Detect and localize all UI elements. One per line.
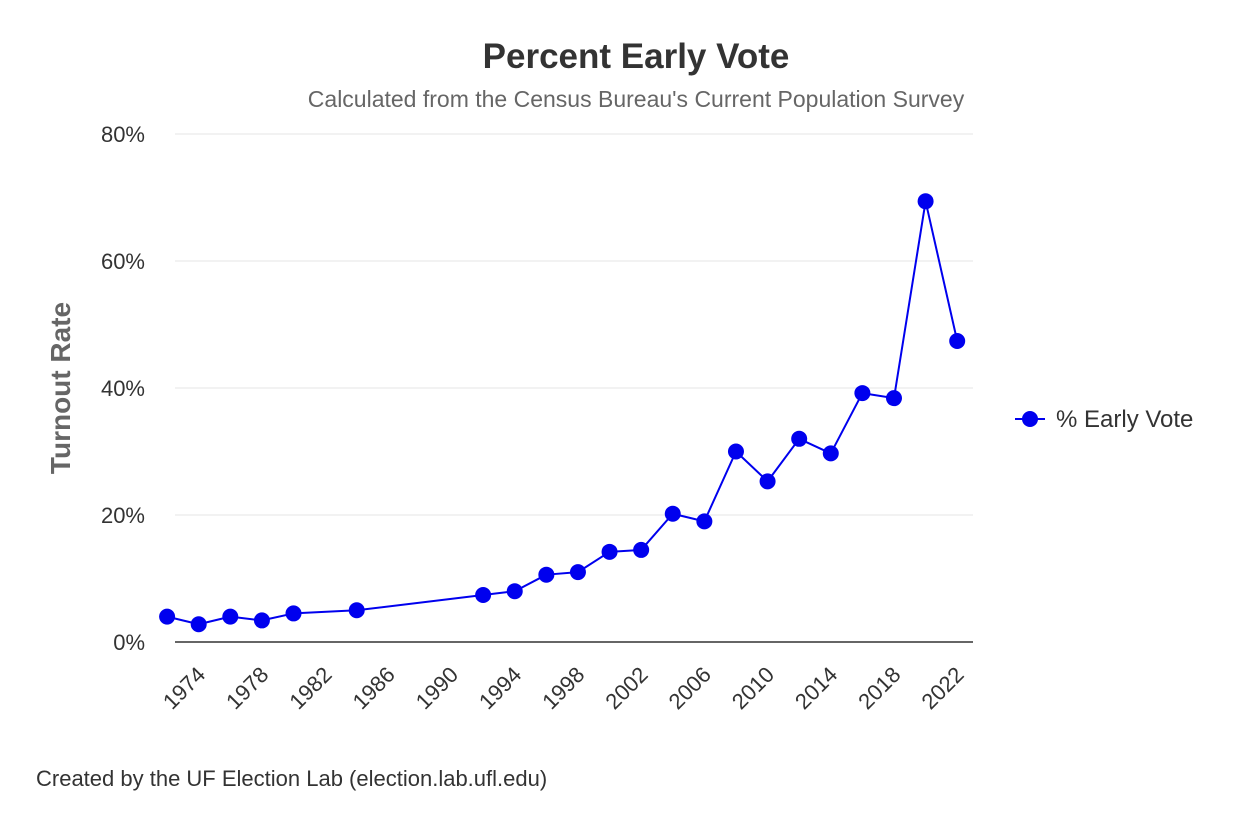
chart-credits[interactable]: Created by the UF Election Lab (election… [36, 766, 547, 791]
legend-label: % Early Vote [1056, 406, 1193, 433]
data-point[interactable] [285, 605, 302, 622]
x-tick-label: 2014 [790, 662, 842, 714]
y-tick-label: 20% [101, 503, 145, 528]
data-point[interactable] [854, 385, 871, 402]
chart-subtitle: Calculated from the Census Bureau's Curr… [308, 86, 965, 112]
data-point[interactable] [159, 608, 176, 625]
data-point[interactable] [190, 616, 207, 633]
y-axis-title: Turnout Rate [45, 302, 76, 474]
y-tick-label: 40% [101, 376, 145, 401]
x-tick-label: 2022 [916, 662, 968, 714]
data-point[interactable] [759, 473, 776, 490]
legend[interactable]: % Early Vote [1015, 406, 1193, 433]
y-tick-label: 80% [101, 122, 145, 147]
data-point[interactable] [949, 333, 966, 350]
series-layer [159, 193, 966, 633]
x-tick-label: 2002 [600, 662, 652, 714]
x-tick-label: 1994 [474, 662, 526, 714]
data-point[interactable] [885, 390, 902, 407]
x-tick-label: 2010 [727, 662, 779, 714]
data-point[interactable] [253, 612, 270, 629]
data-point[interactable] [348, 602, 365, 619]
x-tick-label: 1998 [537, 662, 589, 714]
x-tick-label: 1986 [348, 662, 400, 714]
y-tick-label: 60% [101, 249, 145, 274]
data-point[interactable] [664, 505, 681, 522]
data-point[interactable] [222, 608, 239, 625]
x-axis-ticks: 1974 1978 1982 1986 1990 1994 1998 2002 2006 2010… [158, 662, 969, 714]
data-point[interactable] [475, 587, 492, 604]
x-tick-label: 1978 [221, 662, 273, 714]
x-tick-label: 2018 [853, 662, 905, 714]
chart-title: Percent Early Vote [483, 37, 790, 76]
data-point[interactable] [696, 513, 713, 530]
gridlines [175, 133, 973, 643]
data-point[interactable] [601, 543, 618, 560]
series-line [166, 200, 959, 626]
x-tick-label: 1990 [411, 662, 463, 714]
y-tick-label: 0% [113, 630, 145, 655]
legend-marker [1022, 411, 1038, 427]
data-point[interactable] [569, 564, 586, 581]
x-tick-label: 1982 [284, 662, 336, 714]
data-point[interactable] [917, 193, 934, 210]
data-point[interactable] [633, 541, 650, 558]
x-tick-label: 1974 [158, 662, 210, 714]
x-tick-label: 2006 [664, 662, 716, 714]
data-point[interactable] [727, 443, 744, 460]
data-point[interactable] [538, 566, 555, 583]
data-point[interactable] [506, 583, 523, 600]
y-axis-ticks: 0% 20% 40% 60% 80% [101, 122, 145, 655]
data-point[interactable] [791, 430, 808, 447]
data-point[interactable] [822, 445, 839, 462]
